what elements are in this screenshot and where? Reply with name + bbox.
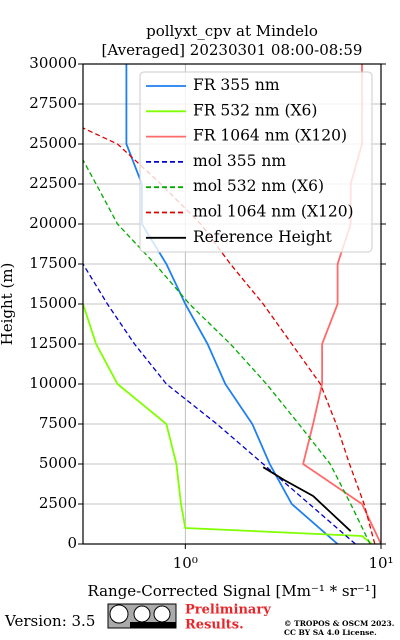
y-tick-label: 20000	[29, 214, 77, 232]
x-tick-label: 10¹	[368, 554, 393, 572]
preliminary: Results.	[185, 618, 244, 633]
preliminary: Preliminary	[185, 603, 271, 618]
y-tick-label: 22500	[29, 174, 77, 192]
chart-title: pollyxt_cpv at Mindelo	[146, 22, 318, 40]
y-tick-label: 2500	[39, 494, 77, 512]
profile-line	[83, 159, 371, 544]
legend-label: mol 355 nm	[193, 152, 286, 170]
legend-label: mol 1064 nm (X120)	[193, 203, 354, 221]
legend-label: Reference Height	[193, 228, 333, 246]
badge-icon	[133, 605, 151, 623]
profile-line	[262, 466, 352, 532]
x-tick-label: 10⁰	[173, 554, 198, 572]
y-tick-label: 5000	[39, 454, 77, 472]
copyright: CC BY SA 4.0 License.	[284, 628, 377, 637]
y-tick-label: 27500	[29, 94, 77, 112]
profile-line	[125, 64, 339, 544]
profile-line	[83, 303, 373, 544]
legend-label: FR 532 nm (X6)	[193, 101, 317, 119]
chart-subtitle: [Averaged] 20230301 08:00-08:59	[102, 41, 363, 59]
legend-label: FR 1064 nm (X120)	[193, 127, 347, 145]
cc-badge	[107, 603, 177, 629]
y-tick-label: 30000	[29, 54, 77, 72]
y-tick-label: 12500	[29, 334, 77, 352]
legend-box	[139, 71, 373, 253]
legend-label: FR 355 nm	[193, 76, 280, 94]
copyright: © TROPOS & OSCM 2023.	[284, 619, 394, 628]
profile-line	[83, 263, 356, 544]
legend-label: mol 532 nm (X6)	[193, 177, 324, 195]
y-axis-label: Height (m)	[0, 263, 16, 346]
legend: FR 355 nm FR 532 nm (X6) FR 1064 nm (X120)…	[139, 71, 373, 253]
y-tick-label: 15000	[29, 294, 77, 312]
y-tick-label: 25000	[29, 134, 77, 152]
version: Version: 3.5	[4, 612, 95, 630]
y-tick-label: 7500	[39, 414, 77, 432]
badge-strip	[130, 622, 176, 628]
y-tick-label: 10000	[29, 374, 77, 392]
y-tick-label: 0	[67, 534, 77, 552]
y-tick-label: 17500	[29, 254, 77, 272]
badge-icon	[109, 604, 129, 624]
badge-icon	[153, 605, 171, 623]
x-axis-label: Range-Corrected Signal [Mm⁻¹ * sr⁻¹]	[87, 582, 376, 600]
